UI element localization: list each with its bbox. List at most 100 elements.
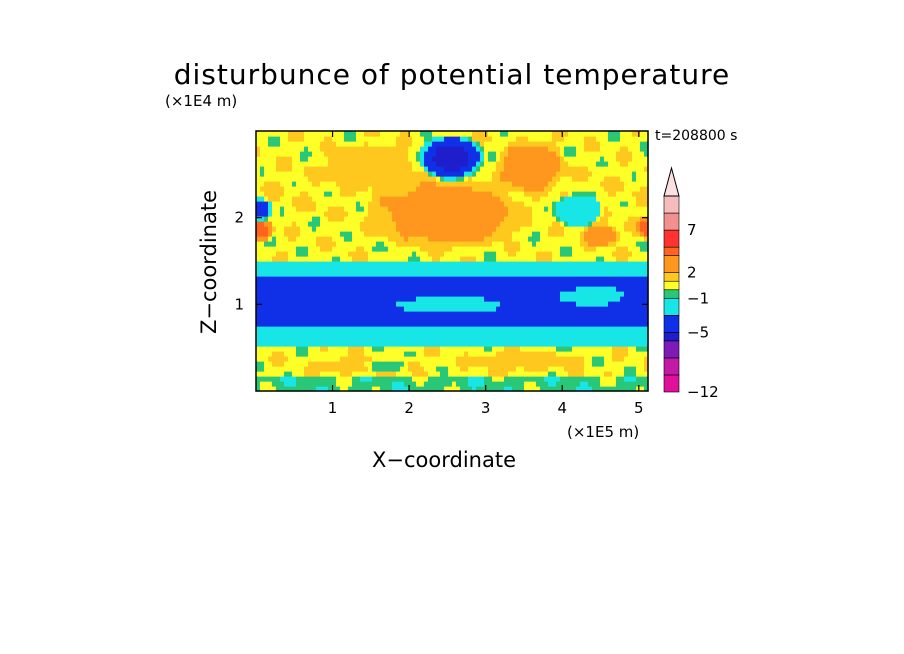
field-cell	[264, 341, 269, 347]
field-cell	[600, 286, 605, 292]
field-cell	[360, 246, 365, 252]
field-cell	[616, 246, 621, 252]
field-cell	[444, 286, 449, 292]
field-cell	[352, 331, 357, 337]
field-cell	[628, 326, 633, 332]
field-cell	[636, 376, 641, 382]
field-cell	[292, 156, 297, 162]
field-cell	[288, 356, 293, 362]
field-cell	[376, 381, 381, 387]
field-cell	[256, 221, 261, 227]
field-cell	[296, 366, 301, 372]
field-cell	[608, 176, 613, 182]
field-cell	[584, 291, 589, 297]
field-cell	[300, 226, 305, 232]
field-cell	[496, 316, 501, 322]
field-cell	[568, 206, 573, 212]
field-cell	[616, 261, 621, 267]
field-cell	[624, 266, 629, 272]
field-cell	[616, 141, 621, 147]
field-cell	[532, 161, 537, 167]
field-cell	[408, 156, 413, 162]
field-cell	[388, 331, 393, 337]
field-cell	[564, 321, 569, 327]
field-cell	[288, 276, 293, 282]
field-cell	[280, 196, 285, 202]
field-cell	[592, 306, 597, 312]
field-cell	[532, 261, 537, 267]
field-cell	[492, 341, 497, 347]
field-cell	[380, 276, 385, 282]
field-cell	[424, 306, 429, 312]
field-cell	[296, 351, 301, 357]
field-cell	[460, 321, 465, 327]
field-cell	[640, 266, 645, 272]
field-cell	[376, 136, 381, 142]
field-cell	[520, 156, 525, 162]
field-cell	[412, 186, 417, 192]
field-cell	[536, 176, 541, 182]
field-cell	[496, 371, 501, 377]
field-cell	[612, 381, 617, 387]
field-cell	[500, 381, 505, 387]
field-cell	[636, 256, 641, 262]
field-cell	[644, 351, 649, 357]
field-cell	[624, 201, 629, 207]
field-cell	[472, 376, 477, 382]
field-cell	[472, 181, 477, 187]
field-cell	[520, 281, 525, 287]
field-cell	[360, 356, 365, 362]
field-cell	[416, 376, 421, 382]
field-cell	[588, 151, 593, 157]
field-cell	[592, 311, 597, 317]
field-cell	[548, 156, 553, 162]
field-cell	[576, 221, 581, 227]
field-cell	[488, 296, 493, 302]
field-cell	[576, 231, 581, 237]
field-cell	[432, 146, 437, 152]
field-cell	[596, 301, 601, 307]
field-cell	[356, 216, 361, 222]
field-cell	[564, 311, 569, 317]
field-cell	[580, 331, 585, 337]
field-cell	[444, 296, 449, 302]
field-cell	[276, 156, 281, 162]
field-cell	[444, 226, 449, 232]
field-cell	[436, 206, 441, 212]
field-cell	[484, 316, 489, 322]
field-cell	[360, 286, 365, 292]
field-cell	[624, 156, 629, 162]
field-cell	[476, 261, 481, 267]
field-cell	[632, 201, 637, 207]
field-cell	[604, 201, 609, 207]
field-cell	[416, 161, 421, 167]
field-cell	[268, 371, 273, 377]
field-cell	[480, 311, 485, 317]
field-cell	[308, 276, 313, 282]
field-cell	[264, 316, 269, 322]
field-cell	[344, 286, 349, 292]
field-cell	[328, 381, 333, 387]
field-cell	[340, 286, 345, 292]
field-cell	[428, 256, 433, 262]
field-cell	[472, 141, 477, 147]
field-cell	[328, 221, 333, 227]
field-cell	[620, 226, 625, 232]
field-cell	[304, 201, 309, 207]
field-cell	[328, 336, 333, 342]
field-cell	[612, 286, 617, 292]
field-cell	[260, 321, 265, 327]
field-cell	[460, 181, 465, 187]
field-cell	[424, 241, 429, 247]
field-cell	[300, 176, 305, 182]
field-cell	[372, 231, 377, 237]
field-cell	[588, 336, 593, 342]
field-cell	[468, 296, 473, 302]
field-cell	[308, 326, 313, 332]
field-cell	[448, 171, 453, 177]
field-cell	[304, 246, 309, 252]
field-cell	[584, 326, 589, 332]
field-cell	[292, 341, 297, 347]
field-cell	[608, 266, 613, 272]
field-cell	[632, 236, 637, 242]
